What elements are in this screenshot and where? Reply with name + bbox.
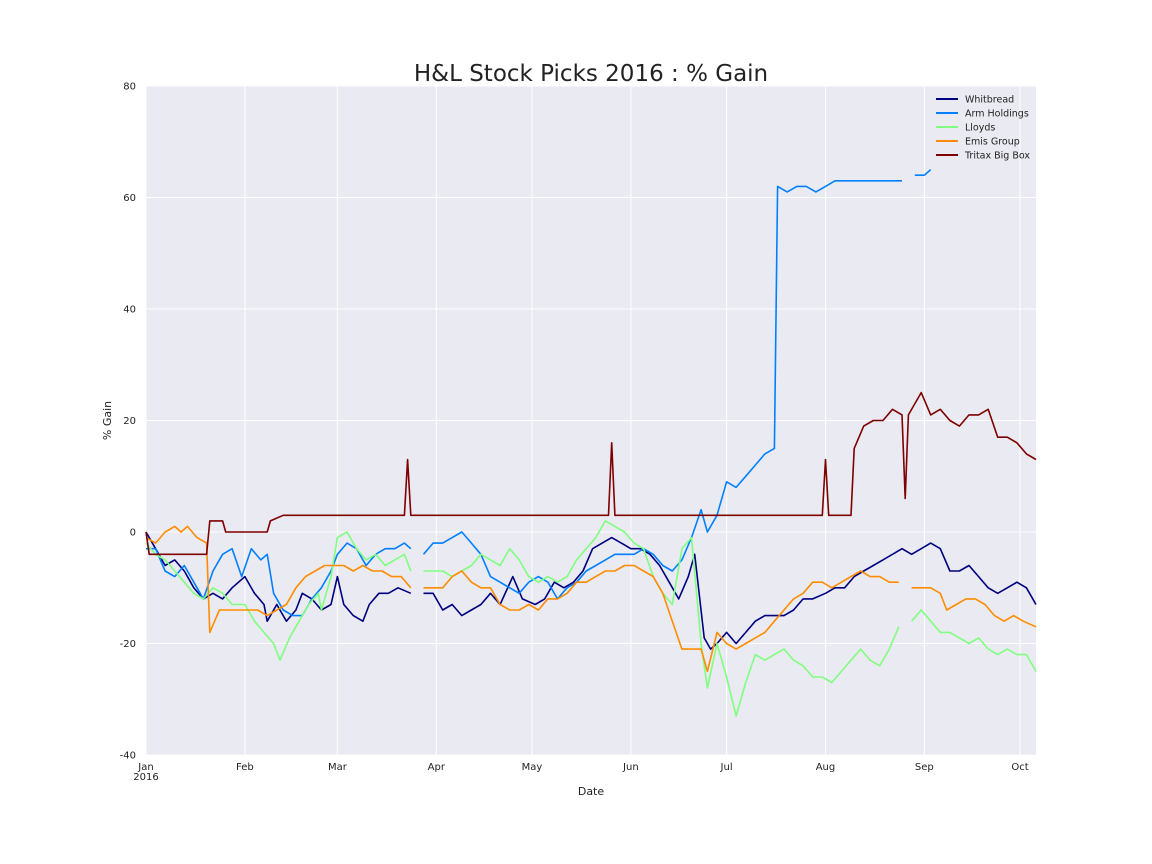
series-line [145,525,412,634]
x-tick-label: Jan [137,762,153,773]
y-tick-label: 80 [123,82,136,93]
series-line [914,169,932,176]
y-tick-label: 60 [123,193,136,204]
x-tick-label: Feb [236,762,254,773]
series-line [422,180,902,600]
x-tick-label: Oct [1011,762,1028,773]
y-tick-label: 40 [123,305,136,316]
series-line [145,531,412,623]
chart-title: H&L Stock Picks 2016 : % Gain [414,61,768,87]
series-line [145,531,412,662]
legend-item: Lloyds [936,123,995,134]
series-emis-group [145,525,1037,673]
series-line [911,586,1037,628]
y-tick-label: 0 [130,528,136,539]
series-line [423,564,899,673]
series-whitbread [145,531,1037,650]
y-tick-label: -20 [120,639,136,650]
y-tick-label: 20 [123,416,136,427]
y-axis-label: % Gain [101,401,114,440]
x-tick-label: Mar [328,762,348,773]
x-tick-label: Jul [720,762,733,773]
legend-label: Whitbread [965,95,1014,106]
legend-label: Arm Holdings [965,109,1029,120]
series-layer [145,169,1037,717]
legend-label: Lloyds [965,123,995,134]
grid [145,85,1036,756]
y-tick-label: -40 [120,751,136,762]
x-tick-label: Apr [428,762,446,773]
legend-item: Tritax Big Box [936,151,1030,162]
x-tick-label: Sep [915,762,934,773]
series-line [423,536,1037,650]
series-line [146,542,412,617]
x-tick-label: May [522,762,543,773]
series-line [145,391,1037,556]
x-tick-label: Aug [816,762,836,773]
x-tick-label: Jun [622,762,639,773]
x-tick-sublabel: 2016 [133,772,158,783]
series-tritax-big-box [145,391,1037,556]
series-line [910,609,1037,672]
legend-item: Arm Holdings [936,109,1029,120]
legend: Whitbread Arm Holdings Lloyds Emis Group Tri… [936,95,1030,162]
legend-label: Tritax Big Box [964,151,1030,162]
series-arm-holdings [146,169,932,617]
legend-item: Whitbread [936,95,1014,106]
legend-item: Emis Group [936,137,1020,148]
legend-label: Emis Group [965,137,1020,148]
x-axis-label: Date [578,785,605,798]
